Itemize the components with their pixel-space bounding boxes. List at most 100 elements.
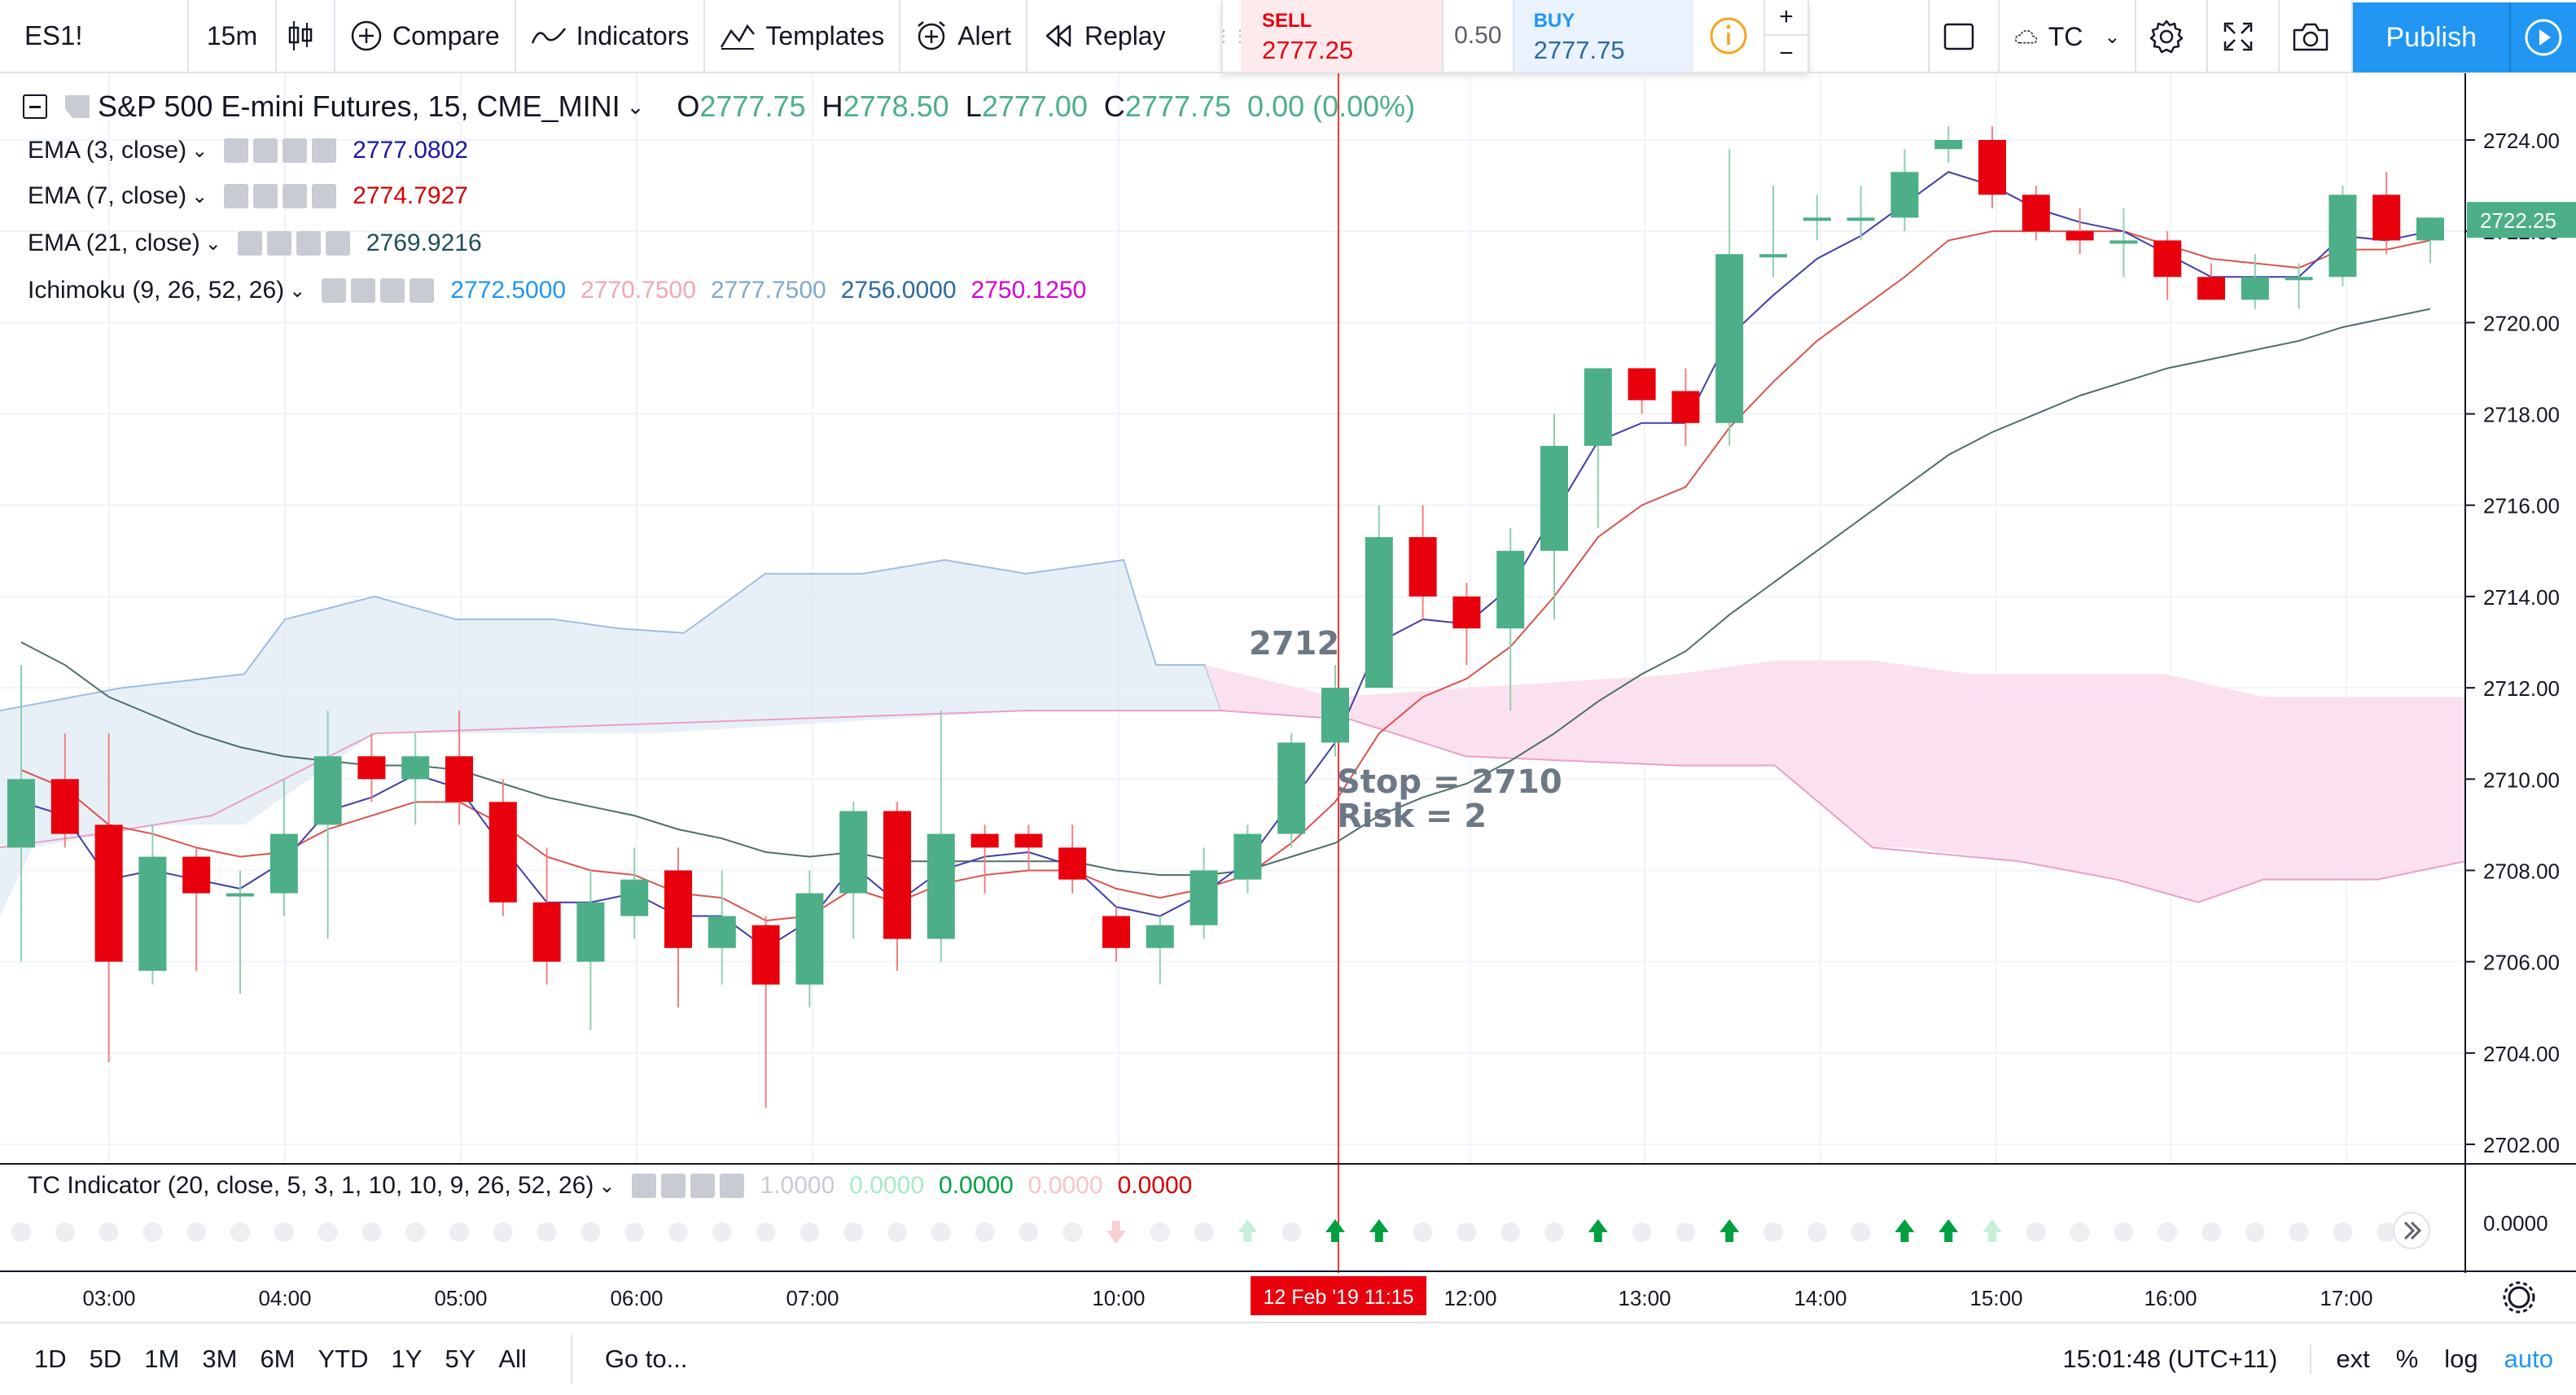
interval-button[interactable]: 15m [189, 0, 277, 72]
candle-bullish[interactable] [1277, 742, 1306, 834]
chevron-down-icon[interactable]: ⌄ [204, 232, 221, 255]
candle-bullish[interactable] [1321, 688, 1349, 743]
range-ytd[interactable]: YTD [318, 1345, 369, 1373]
candle-bearish[interactable] [664, 870, 692, 948]
log-toggle[interactable]: log [2444, 1345, 2478, 1373]
candle-bearish[interactable] [532, 902, 561, 962]
candle-bullish[interactable] [1847, 217, 1875, 221]
candle-bullish[interactable] [1803, 217, 1831, 221]
templates-button[interactable]: Templates [705, 0, 901, 72]
play-button[interactable] [2511, 2, 2576, 72]
indicator-label[interactable]: Ichimoku (9, 26, 52, 26) [28, 277, 285, 304]
auto-toggle[interactable]: auto [2504, 1345, 2553, 1373]
candle-bullish[interactable] [2416, 217, 2444, 241]
candle-bearish[interactable] [357, 756, 386, 780]
indicator-label[interactable]: EMA (7, close) [28, 182, 187, 209]
candle-bullish[interactable] [2241, 277, 2269, 300]
axis-settings-gear-icon[interactable] [2508, 1286, 2530, 1309]
candle-bearish[interactable] [1102, 916, 1130, 948]
close-icon[interactable] [312, 138, 337, 163]
candle-bullish[interactable] [1365, 536, 1393, 689]
close-icon[interactable] [312, 184, 337, 208]
settings-button[interactable] [2136, 0, 2209, 73]
candle-bullish[interactable] [576, 902, 605, 962]
indicator-label[interactable]: EMA (3, close) [28, 137, 187, 164]
candle-bullish[interactable] [1890, 172, 1919, 218]
range-1m[interactable]: 1M [144, 1345, 180, 1373]
candle-bullish[interactable] [839, 811, 868, 894]
candle-bullish[interactable] [313, 756, 342, 825]
buy-button[interactable]: BUY 2777.75 [1514, 0, 1693, 72]
clock-display[interactable]: 15:01:48 (UTC+11) [2049, 1345, 2312, 1374]
candle-bearish[interactable] [50, 779, 79, 834]
layout-button[interactable]: TC ⌄ [2000, 0, 2137, 73]
time-axis[interactable]: 03:00 04:00 05:00 06:00 07:00 10:00 12:00 13:00… [0, 1273, 2576, 1322]
gear-icon[interactable] [253, 138, 278, 163]
entry-annotation[interactable]: 2712 [1249, 625, 1340, 663]
compare-button[interactable]: Compare [335, 0, 516, 72]
ext-toggle[interactable]: ext [2336, 1345, 2370, 1373]
alert-button[interactable]: Alert [900, 0, 1027, 72]
source-icon[interactable] [380, 278, 405, 303]
goto-button[interactable]: Go to... [570, 1335, 687, 1384]
range-3m[interactable]: 3M [202, 1345, 238, 1373]
candle-bearish[interactable] [1014, 833, 1043, 848]
close-icon[interactable] [410, 278, 435, 303]
candle-bullish[interactable] [2109, 240, 2138, 244]
fullscreen-button[interactable] [2208, 0, 2280, 73]
candle-bearish[interactable] [1058, 847, 1087, 880]
range-1d[interactable]: 1D [34, 1345, 67, 1373]
candle-bearish[interactable] [445, 756, 473, 802]
close-icon[interactable] [325, 231, 350, 256]
candle-bearish[interactable] [2022, 195, 2050, 232]
source-icon[interactable] [296, 231, 321, 256]
chevron-down-icon[interactable]: ⌄ [289, 279, 306, 302]
chevron-down-icon[interactable]: ⌄ [598, 1174, 616, 1197]
candle-bearish[interactable] [182, 856, 211, 894]
range-1y[interactable]: 1Y [391, 1345, 423, 1373]
eye-icon[interactable] [322, 278, 347, 303]
gear-icon[interactable] [351, 278, 376, 303]
range-5y[interactable]: 5Y [445, 1345, 476, 1373]
candle-bullish[interactable] [401, 756, 430, 780]
range-all[interactable]: All [498, 1345, 527, 1373]
range-5d[interactable]: 5D [89, 1345, 122, 1373]
candle-bearish[interactable] [1452, 596, 1481, 629]
candle-bearish[interactable] [970, 833, 999, 848]
candle-bullish[interactable] [1759, 254, 1787, 258]
select-tool-button[interactable] [1928, 0, 2000, 73]
candle-bearish[interactable] [1628, 368, 1656, 400]
eye-icon[interactable] [224, 138, 249, 163]
candle-bullish[interactable] [1189, 870, 1218, 925]
candle-bearish[interactable] [751, 925, 780, 985]
indicators-button[interactable]: Indicators [516, 0, 706, 72]
candle-bullish[interactable] [226, 893, 254, 897]
candle-bullish[interactable] [1146, 925, 1174, 948]
source-icon[interactable] [690, 1174, 715, 1198]
plus-button[interactable]: + [1765, 0, 1807, 36]
candle-bullish[interactable] [1584, 368, 1612, 446]
candle-bearish[interactable] [883, 811, 911, 939]
gear-icon[interactable] [660, 1174, 686, 1198]
candle-bullish[interactable] [269, 833, 298, 894]
candle-bearish[interactable] [2066, 231, 2094, 241]
gear-icon[interactable] [266, 231, 291, 256]
chart-area[interactable]: 2724.002722.002720.002718.002716.002714.… [0, 73, 2576, 1273]
series-title[interactable]: S&P 500 E-mini Futures, 15, CME_MINI [98, 90, 620, 123]
chart-canvas[interactable]: 2724.002722.002720.002718.002716.002714.… [0, 73, 2576, 1273]
candle-bearish[interactable] [488, 802, 517, 903]
info-button[interactable] [1693, 0, 1763, 72]
eye-icon[interactable] [631, 1174, 656, 1198]
candle-bearish[interactable] [2153, 240, 2182, 278]
candle-bullish[interactable] [138, 856, 167, 971]
chevron-down-icon[interactable]: ⌄ [626, 94, 645, 119]
percent-toggle[interactable]: % [2395, 1345, 2419, 1373]
candle-bullish[interactable] [2285, 277, 2313, 281]
replay-button[interactable]: Replay [1027, 0, 1181, 72]
minus-button[interactable]: − [1779, 40, 1794, 67]
symbol-search-button[interactable]: ES1! [0, 0, 189, 72]
eye-icon[interactable] [224, 184, 249, 208]
candle-bullish[interactable] [2328, 195, 2357, 278]
candle-bullish[interactable] [1233, 833, 1262, 880]
candle-bullish[interactable] [620, 879, 649, 916]
